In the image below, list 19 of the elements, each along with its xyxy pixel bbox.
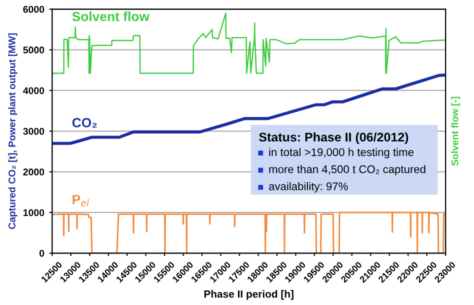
line-series (52, 12, 446, 74)
y-tick-label: 3000 (23, 128, 44, 135)
series-label: Solvent flow (72, 11, 150, 22)
annotation: availability: 97% (268, 182, 348, 192)
y-axis-title: Captured CO₂ [t], Power plant output [MW] (8, 33, 18, 230)
series-label: P$_{el}$ (72, 194, 89, 206)
y-tick-label: 5000 (23, 46, 44, 54)
y-tick-label: 2000 (23, 168, 44, 176)
y-tick-label: 0 (39, 250, 44, 257)
y-tick-label: 1000 (23, 209, 44, 216)
x-axis-title: Phase II period [h] (204, 290, 294, 300)
annotation: Status: Phase II (06/2012) (259, 132, 408, 144)
annotation: more than 4,500 t CO₂ captured (269, 165, 426, 176)
y2-axis-title: Solvent flow [-] (451, 96, 460, 166)
annotation: in total >19,000 h testing time (269, 148, 414, 158)
y-tick-label: 6000 (23, 6, 44, 13)
series-label: CO₂ (72, 118, 97, 128)
line-series (52, 74, 446, 145)
y-tick-label: 4000 (23, 87, 44, 94)
